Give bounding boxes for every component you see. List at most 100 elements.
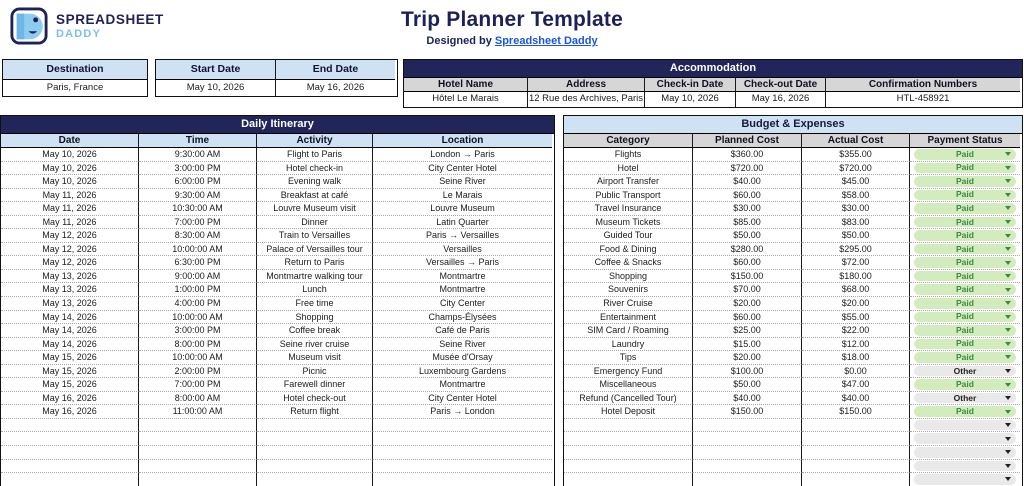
payment-status-dropdown[interactable]: Paid: [914, 257, 1016, 268]
budget-cell-actual-cost[interactable]: $355.00: [802, 148, 910, 162]
itinerary-cell-activity[interactable]: Seine river cruise: [257, 337, 373, 352]
itinerary-cell-date[interactable]: May 15, 2026: [1, 364, 139, 379]
accommodation-header-confirmation[interactable]: Confirmation Numbers: [826, 78, 1020, 92]
payment-status-dropdown[interactable]: Other: [914, 366, 1016, 377]
itinerary-cell-location[interactable]: City Center Hotel: [373, 392, 552, 406]
budget-cell-planned-cost[interactable]: $280.00: [693, 242, 802, 257]
payment-status-dropdown[interactable]: [914, 447, 1016, 458]
budget-cell-actual-cost[interactable]: $83.00: [802, 215, 910, 230]
budget-cell-actual-cost[interactable]: $18.00: [802, 351, 910, 365]
budget-header-planned-cost[interactable]: Planned Cost: [693, 134, 802, 148]
itinerary-empty-cell[interactable]: [373, 473, 552, 486]
itinerary-cell-activity[interactable]: Palace of Versailles tour: [257, 242, 373, 257]
itinerary-cell-time[interactable]: 9:00:00 AM: [139, 269, 257, 284]
itinerary-cell-activity[interactable]: Train to Versailles: [257, 229, 373, 243]
budget-cell-planned-cost[interactable]: $150.00: [693, 269, 802, 284]
budget-cell-planned-cost[interactable]: $20.00: [693, 351, 802, 365]
itinerary-cell-date[interactable]: May 14, 2026: [1, 324, 139, 338]
itinerary-cell-activity[interactable]: Farewell dinner: [257, 378, 373, 392]
payment-status-dropdown[interactable]: [914, 460, 1016, 472]
budget-cell-planned-cost[interactable]: $100.00: [693, 364, 802, 379]
budget-cell-planned-cost[interactable]: $50.00: [693, 378, 802, 392]
itinerary-cell-date[interactable]: May 12, 2026: [1, 242, 139, 257]
itinerary-empty-cell[interactable]: [257, 473, 373, 486]
itinerary-cell-time[interactable]: 2:00:00 PM: [139, 364, 257, 379]
budget-cell-category[interactable]: Emergency Fund: [564, 364, 693, 379]
itinerary-cell-date[interactable]: May 16, 2026: [1, 391, 139, 406]
end-date-value-cell[interactable]: May 16, 2026: [306, 82, 365, 93]
budget-cell-planned-cost[interactable]: $150.00: [693, 405, 802, 419]
budget-header-actual-cost[interactable]: Actual Cost: [802, 134, 910, 148]
payment-status-dropdown[interactable]: Paid: [914, 352, 1016, 363]
itinerary-cell-date[interactable]: May 15, 2026: [1, 351, 139, 365]
budget-cell-planned-cost[interactable]: $60.00: [693, 188, 802, 203]
payment-status-dropdown[interactable]: Paid: [914, 149, 1016, 160]
payment-status-dropdown[interactable]: Paid: [914, 311, 1016, 323]
itinerary-cell-activity[interactable]: Hotel check-in: [257, 161, 373, 176]
itinerary-cell-date[interactable]: May 11, 2026: [1, 215, 139, 230]
budget-cell-category[interactable]: Coffee & Snacks: [564, 256, 693, 270]
budget-cell-actual-cost[interactable]: $150.00: [802, 405, 910, 419]
itinerary-cell-date[interactable]: May 14, 2026: [1, 337, 139, 352]
payment-status-dropdown[interactable]: Paid: [914, 189, 1016, 201]
budget-empty-cell[interactable]: [802, 432, 910, 447]
itinerary-cell-date[interactable]: May 12, 2026: [1, 256, 139, 270]
itinerary-cell-location[interactable]: City Center: [373, 297, 552, 311]
itinerary-cell-time[interactable]: 10:00:00 AM: [139, 242, 257, 257]
itinerary-cell-time[interactable]: 1:00:00 PM: [139, 283, 257, 298]
itinerary-cell-time[interactable]: 10:00:00 AM: [139, 310, 257, 325]
budget-cell-category[interactable]: Souvenirs: [564, 283, 693, 298]
budget-cell-planned-cost[interactable]: $720.00: [693, 161, 802, 176]
budget-empty-cell[interactable]: [693, 459, 802, 474]
itinerary-cell-time[interactable]: 3:00:00 PM: [139, 324, 257, 338]
payment-status-dropdown[interactable]: Paid: [914, 176, 1016, 187]
payment-status-dropdown[interactable]: Paid: [914, 284, 1016, 296]
budget-cell-category[interactable]: Airport Transfer: [564, 175, 693, 189]
budget-empty-cell[interactable]: [564, 418, 693, 433]
itinerary-cell-location[interactable]: Le Marais: [373, 189, 552, 203]
payment-status-dropdown[interactable]: Paid: [914, 244, 1016, 255]
itinerary-cell-time[interactable]: 4:00:00 PM: [139, 297, 257, 311]
itinerary-cell-location[interactable]: Luxembourg Gardens: [373, 365, 552, 379]
itinerary-cell-location[interactable]: London → Paris: [373, 148, 552, 162]
accommodation-header-address[interactable]: Address: [528, 78, 645, 92]
itinerary-cell-activity[interactable]: Shopping: [257, 310, 373, 325]
itinerary-cell-location[interactable]: Musée d'Orsay: [373, 351, 552, 365]
budget-empty-cell[interactable]: [564, 473, 693, 486]
payment-status-dropdown[interactable]: Paid: [914, 271, 1016, 282]
itinerary-cell-date[interactable]: May 10, 2026: [1, 148, 139, 162]
itinerary-empty-cell[interactable]: [139, 459, 257, 474]
itinerary-empty-cell[interactable]: [1, 432, 139, 447]
budget-cell-category[interactable]: Hotel Deposit: [564, 405, 693, 419]
itinerary-cell-activity[interactable]: Coffee break: [257, 324, 373, 338]
itinerary-empty-cell[interactable]: [139, 432, 257, 447]
itinerary-cell-activity[interactable]: Hotel check-out: [257, 391, 373, 406]
itinerary-cell-time[interactable]: 8:30:00 AM: [139, 229, 257, 243]
start-date-value-cell[interactable]: May 10, 2026: [156, 80, 276, 96]
itinerary-empty-cell[interactable]: [1, 418, 139, 433]
payment-status-dropdown[interactable]: Paid: [914, 406, 1016, 417]
itinerary-cell-location[interactable]: Champs-Élysées: [373, 311, 552, 325]
budget-cell-actual-cost[interactable]: $47.00: [802, 378, 910, 392]
itinerary-cell-location[interactable]: Montmartre: [373, 270, 552, 284]
accommodation-confirmation-number[interactable]: HTL-458921: [896, 93, 950, 104]
accommodation-header-hotel-name[interactable]: Hotel Name: [404, 78, 528, 92]
budget-cell-category[interactable]: Tips: [564, 351, 693, 365]
payment-status-dropdown[interactable]: Paid: [914, 217, 1016, 228]
itinerary-empty-cell[interactable]: [257, 432, 373, 447]
budget-header-category[interactable]: Category: [564, 134, 693, 148]
budget-cell-planned-cost[interactable]: $25.00: [693, 324, 802, 338]
budget-cell-category[interactable]: Laundry: [564, 337, 693, 352]
itinerary-cell-time[interactable]: 10:30:00 AM: [139, 202, 257, 216]
budget-cell-category[interactable]: Hotel: [564, 161, 693, 176]
itinerary-header-date[interactable]: Date: [1, 134, 139, 148]
itinerary-empty-cell[interactable]: [373, 460, 552, 474]
budget-cell-actual-cost[interactable]: $45.00: [802, 175, 910, 189]
itinerary-cell-activity[interactable]: Louvre Museum visit: [257, 202, 373, 216]
accommodation-address[interactable]: 12 Rue des Archives, Paris: [528, 92, 645, 107]
itinerary-cell-date[interactable]: May 10, 2026: [1, 175, 139, 189]
itinerary-empty-cell[interactable]: [257, 446, 373, 460]
budget-cell-actual-cost[interactable]: $0.00: [802, 364, 910, 379]
budget-cell-category[interactable]: Guided Tour: [564, 229, 693, 243]
itinerary-cell-date[interactable]: May 14, 2026: [1, 310, 139, 325]
